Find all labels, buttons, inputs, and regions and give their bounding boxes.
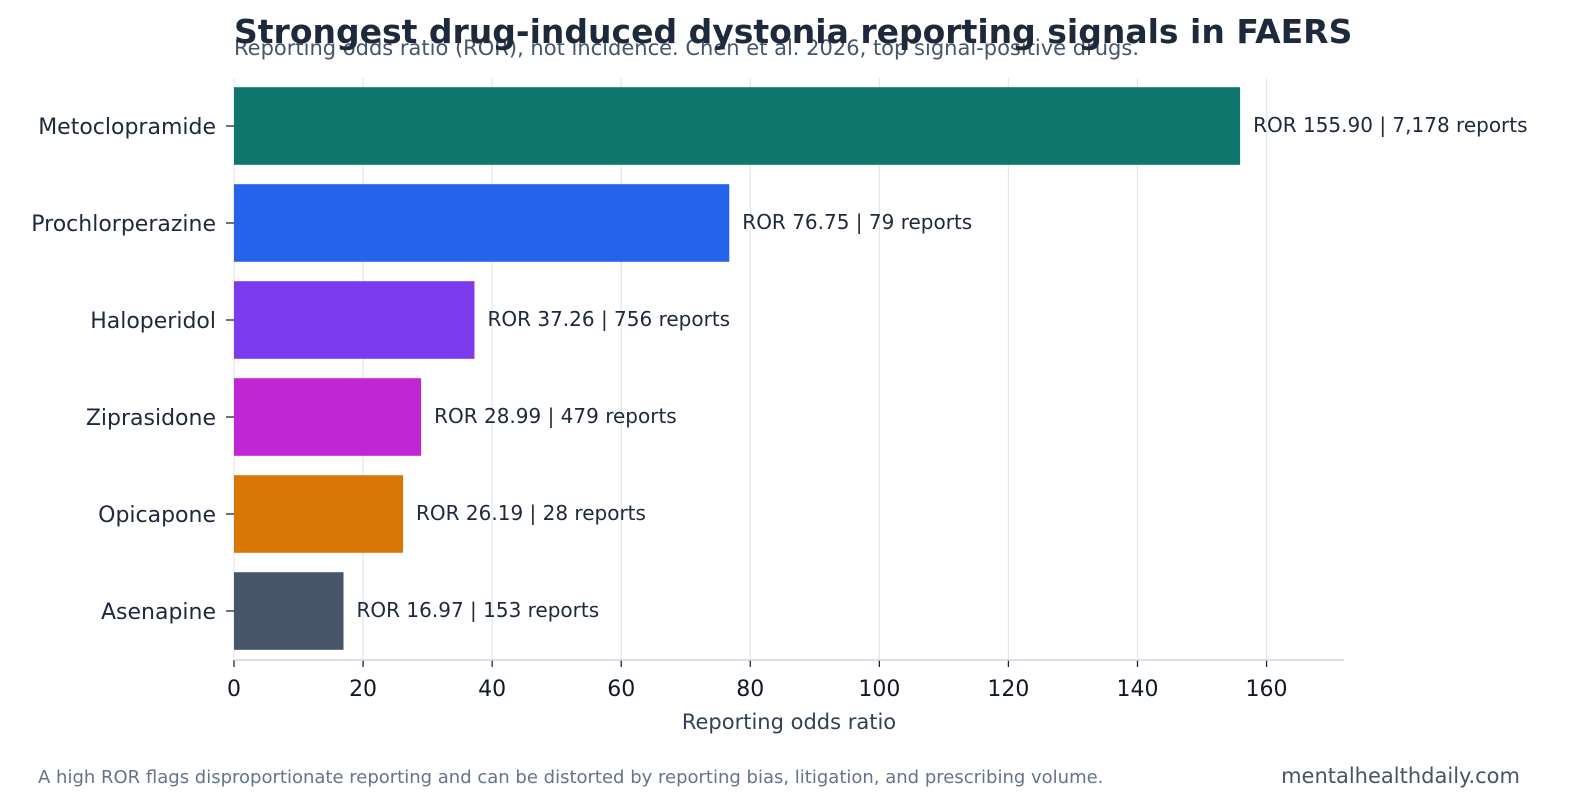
bar xyxy=(234,475,404,553)
y-tick-label: Haloperidol xyxy=(90,309,216,334)
y-tick-label: Opicapone xyxy=(98,503,216,528)
data-label: ROR 26.19 | 28 reports xyxy=(416,501,646,525)
bar xyxy=(234,572,344,650)
chart-subtitle: Reporting odds ratio (ROR), not incidenc… xyxy=(234,36,1139,60)
bar xyxy=(234,378,422,456)
x-tick-label: 60 xyxy=(607,677,635,702)
y-tick-label: Asenapine xyxy=(101,600,216,625)
data-label: ROR 16.97 | 153 reports xyxy=(357,598,600,622)
y-tick-label: Prochlorperazine xyxy=(31,212,216,237)
y-tick-label: Ziprasidone xyxy=(86,406,216,431)
y-tick-label: Metoclopramide xyxy=(38,115,216,140)
gridlines xyxy=(233,78,1268,660)
x-tick-label: 140 xyxy=(1116,677,1158,702)
x-axis-label: Reporting odds ratio xyxy=(682,710,896,734)
brand-label: mentalhealthdaily.com xyxy=(1281,764,1520,788)
bar xyxy=(234,87,1241,165)
bars xyxy=(234,87,1241,650)
data-label: ROR 37.26 | 756 reports xyxy=(487,307,730,331)
data-label: ROR 76.75 | 79 reports xyxy=(742,210,972,234)
x-axis: 0 20 40 60 80 100 120 140 160 xyxy=(227,659,1344,702)
x-tick-label: 100 xyxy=(858,677,900,702)
x-tick-label: 160 xyxy=(1246,677,1288,702)
x-tick-label: 80 xyxy=(736,677,764,702)
data-labels: ROR 155.90 | 7,178 reports ROR 76.75 | 79… xyxy=(357,113,1528,622)
data-label: ROR 28.99 | 479 reports xyxy=(434,404,677,428)
bar xyxy=(234,184,730,262)
data-label: ROR 155.90 | 7,178 reports xyxy=(1253,113,1527,137)
footer-note: A high ROR flags disproportionate report… xyxy=(38,767,1103,788)
x-tick-label: 120 xyxy=(987,677,1029,702)
x-tick-label: 40 xyxy=(478,677,506,702)
x-tick-label: 0 xyxy=(227,677,241,702)
x-tick-label: 20 xyxy=(349,677,377,702)
bar xyxy=(234,281,475,359)
y-axis-labels: Metoclopramide Prochlorperazine Haloperido… xyxy=(31,115,234,625)
chart-title: Strongest drug-induced dystonia reportin… xyxy=(234,12,1352,51)
